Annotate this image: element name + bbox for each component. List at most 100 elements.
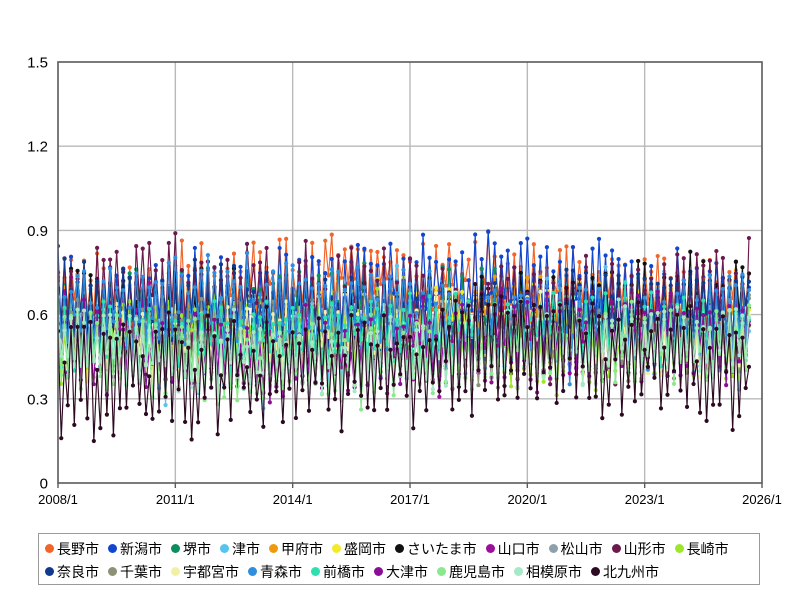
data-point [235, 398, 240, 403]
data-point [267, 281, 272, 286]
data-point [59, 353, 64, 359]
data-point [639, 392, 644, 397]
legend-item[interactable]: 宇都宮市 [171, 565, 239, 579]
data-point [649, 308, 654, 313]
data-point [740, 335, 745, 340]
data-point [717, 316, 722, 321]
data-point [596, 286, 602, 291]
legend-item[interactable]: 青森市 [248, 565, 302, 579]
mask-right [763, 0, 800, 530]
legend-label: 山形市 [623, 540, 666, 557]
data-point [264, 304, 269, 309]
legend-item[interactable]: 大津市 [374, 565, 428, 579]
legend-item[interactable]: 山口市 [485, 542, 540, 556]
data-point [440, 283, 445, 288]
y-axis-tick-label: 0 [40, 476, 48, 493]
data-point [528, 386, 533, 391]
legend-label: 盛岡市 [344, 540, 386, 557]
data-point [254, 300, 259, 305]
data-point [375, 286, 380, 291]
data-point [476, 383, 481, 388]
data-point [339, 365, 344, 370]
data-point [433, 307, 439, 312]
data-point [147, 374, 152, 379]
legend-item[interactable]: 長崎市 [674, 542, 729, 556]
legend-item[interactable]: 津市 [220, 542, 260, 556]
data-point [724, 369, 729, 375]
data-point [727, 274, 732, 279]
data-point [636, 267, 641, 272]
data-point [717, 348, 722, 353]
data-point [342, 338, 347, 343]
data-point [531, 242, 536, 247]
data-point [212, 334, 217, 339]
data-point [368, 248, 373, 253]
data-point [482, 387, 488, 393]
data-point [609, 261, 615, 267]
data-point [505, 248, 510, 253]
data-point [310, 240, 315, 245]
data-point [447, 324, 452, 329]
data-point [150, 315, 155, 321]
data-point [199, 330, 204, 335]
legend-item[interactable]: 甲府市 [269, 542, 323, 556]
legend-item[interactable]: 盛岡市 [332, 542, 386, 556]
data-point [512, 295, 517, 300]
data-point [284, 317, 289, 322]
legend-item[interactable]: 堺市 [171, 542, 211, 556]
data-point [137, 319, 142, 324]
legend-item[interactable]: 山形市 [611, 540, 666, 557]
data-point [225, 321, 230, 326]
data-point [388, 314, 393, 320]
data-point [512, 252, 517, 257]
data-point [538, 280, 543, 285]
legend-item[interactable]: 相模原市 [514, 565, 582, 579]
data-point [414, 352, 419, 357]
legend-item[interactable]: 千葉市 [108, 565, 162, 579]
data-point [694, 298, 699, 303]
data-point [495, 375, 501, 380]
legend-marker-icon [591, 567, 600, 576]
data-point [701, 312, 706, 318]
data-point [737, 363, 742, 368]
data-point [313, 380, 318, 385]
legend-item[interactable]: 奈良市 [45, 565, 99, 579]
data-point [238, 352, 243, 357]
legend-row-2: 奈良市 千葉市 宇都宮市 青森市 前橋市 大津市 鹿児島市 相模原市 北九州市 [45, 560, 753, 583]
data-point [362, 261, 367, 266]
data-point [95, 320, 100, 326]
data-point [68, 324, 74, 330]
data-point [323, 271, 328, 276]
data-point [616, 297, 621, 302]
legend-label: 甲府市 [281, 540, 323, 557]
legend-item[interactable]: 北九州市 [591, 565, 659, 579]
data-point [707, 345, 712, 350]
data-point [257, 260, 263, 265]
data-point [613, 380, 618, 385]
data-point [427, 338, 432, 343]
data-point [254, 397, 259, 402]
data-point [629, 317, 634, 322]
data-point [505, 276, 510, 281]
legend-item[interactable]: 前橋市 [311, 565, 365, 579]
data-point [147, 240, 152, 246]
data-point [694, 278, 699, 283]
data-point [671, 368, 677, 374]
legend-item[interactable]: 長野市 [45, 542, 99, 556]
data-point [391, 393, 396, 398]
data-point [492, 281, 497, 286]
legend-item[interactable]: 鹿児島市 [437, 565, 505, 579]
data-point [248, 409, 253, 415]
legend-item[interactable]: さいたま市 [395, 542, 477, 556]
data-point [329, 232, 334, 237]
data-point [557, 302, 563, 308]
data-point [623, 262, 628, 268]
data-point [111, 319, 116, 324]
data-point [632, 399, 637, 404]
legend-marker-icon [171, 544, 180, 553]
data-point [590, 246, 595, 251]
legend-item[interactable]: 新潟市 [108, 542, 162, 556]
legend-item[interactable]: 松山市 [548, 542, 603, 556]
data-point [583, 270, 589, 275]
data-point [619, 363, 624, 369]
